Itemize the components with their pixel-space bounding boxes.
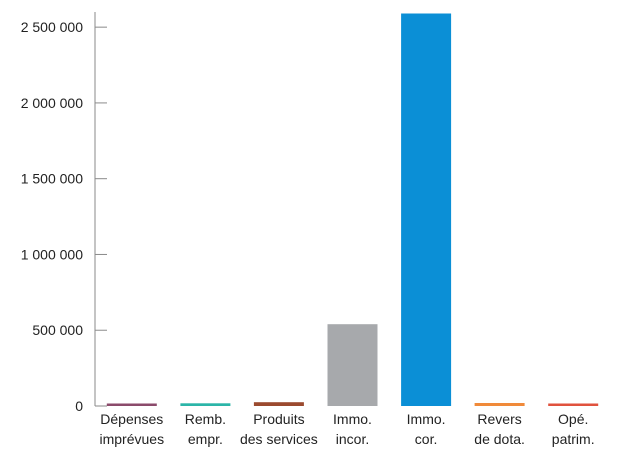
bar <box>180 403 231 406</box>
x-tick-label: imprévues <box>100 431 165 447</box>
x-tick-label: Immo. <box>333 411 372 427</box>
bar <box>327 324 378 406</box>
bar <box>253 402 304 406</box>
x-tick-label: Opé. <box>558 411 588 427</box>
x-tick-label: patrim. <box>552 431 595 447</box>
x-tick-label: cor. <box>415 431 438 447</box>
bar <box>548 403 599 406</box>
x-tick-label: Immo. <box>407 411 446 427</box>
bar <box>401 13 452 406</box>
x-tick-label: Remb. <box>185 411 226 427</box>
y-tick-label: 1 000 000 <box>21 246 83 262</box>
bar <box>474 403 525 406</box>
x-tick-label: Revers <box>477 411 521 427</box>
y-tick-label: 2 000 000 <box>21 95 83 111</box>
x-tick-label: des services <box>240 431 318 447</box>
y-tick-label: 500 000 <box>32 322 83 338</box>
bar <box>106 403 157 406</box>
x-tick-label: Produits <box>253 411 304 427</box>
y-tick-label: 1 500 000 <box>21 171 83 187</box>
y-tick-label: 0 <box>75 398 83 414</box>
x-tick-label: Dépenses <box>100 411 163 427</box>
y-tick-label: 2 500 000 <box>21 19 83 35</box>
x-tick-label: de dota. <box>474 431 525 447</box>
x-tick-label: incor. <box>336 431 369 447</box>
x-tick-label: empr. <box>188 431 223 447</box>
